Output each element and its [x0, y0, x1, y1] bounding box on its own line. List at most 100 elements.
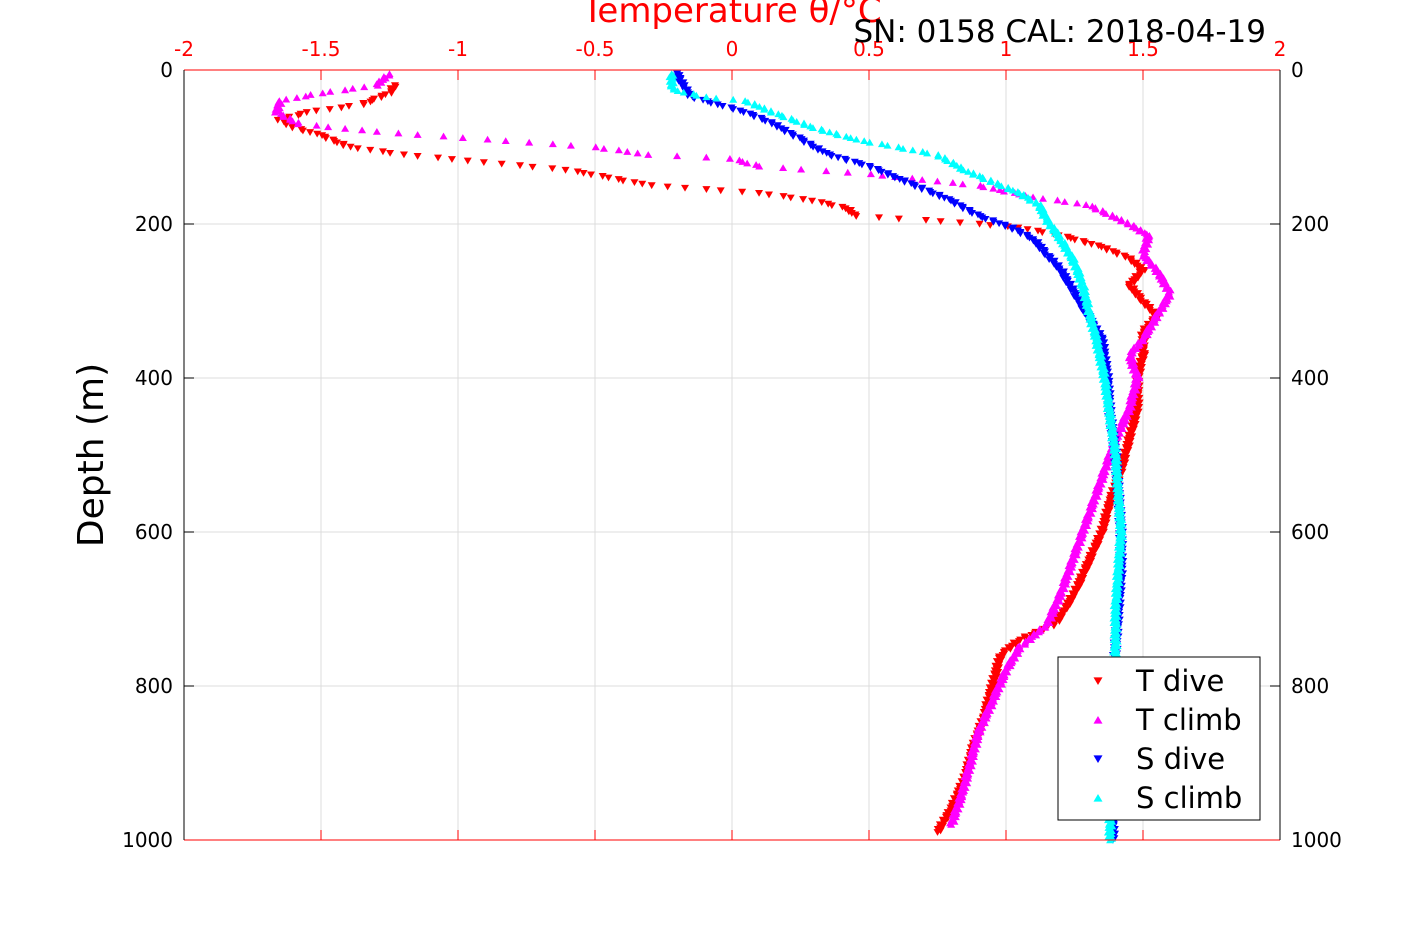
data-point [1060, 245, 1069, 252]
data-point [673, 152, 682, 160]
data-point [358, 126, 367, 134]
data-point [825, 128, 834, 136]
data-point [1073, 199, 1082, 207]
data-point [293, 120, 302, 128]
data-point [497, 160, 506, 168]
data-point [292, 94, 301, 101]
data-point [399, 151, 408, 159]
y-tick-label-right: 400 [1291, 366, 1329, 390]
data-point [997, 182, 1006, 190]
y-tick-label-right: 0 [1291, 58, 1304, 82]
data-point [306, 129, 315, 136]
data-point [306, 91, 315, 98]
x-tick-label: -1 [448, 37, 468, 61]
data-point [483, 135, 492, 143]
data-point [899, 144, 908, 152]
data-point [1055, 597, 1064, 605]
data-point [964, 167, 973, 175]
y-axis-label: Depth (m) [71, 363, 112, 547]
data-point [1142, 257, 1151, 265]
data-point [644, 151, 653, 158]
data-point [952, 161, 961, 169]
legend-label: T dive [1135, 664, 1224, 698]
data-point [1038, 211, 1047, 219]
data-point [378, 148, 387, 156]
legend-label: S climb [1136, 781, 1242, 815]
data-point [321, 135, 330, 142]
data-point [301, 92, 310, 100]
data-point [447, 156, 456, 163]
data-point [273, 116, 282, 124]
data-point [1041, 623, 1050, 631]
data-point [789, 133, 798, 140]
data-point [738, 158, 747, 165]
data-point [843, 168, 852, 176]
data-point [288, 117, 297, 125]
data-point [1021, 640, 1030, 648]
data-point [1023, 226, 1032, 233]
data-point [923, 149, 932, 157]
data-point [933, 829, 942, 836]
data-point [623, 148, 632, 155]
data-point [501, 137, 510, 145]
data-point [525, 138, 534, 146]
data-point [986, 178, 995, 185]
data-point [852, 213, 861, 220]
data-point [718, 102, 727, 110]
data-point [394, 129, 403, 137]
data-point [348, 84, 357, 92]
data-point [312, 121, 321, 129]
data-point [766, 108, 775, 116]
x-tick-label: 2 [1274, 37, 1287, 61]
data-point [729, 95, 738, 103]
data-point [1080, 239, 1089, 247]
data-point [279, 113, 288, 120]
data-point [1126, 408, 1135, 416]
data-point [860, 137, 869, 145]
data-point [1045, 222, 1054, 230]
data-point [1001, 223, 1010, 231]
data-point [852, 135, 861, 143]
data-point [827, 202, 836, 210]
data-point [767, 120, 776, 128]
data-point [294, 112, 303, 120]
points-layer [271, 70, 1175, 844]
data-point [963, 779, 972, 787]
x-tick-label: -2 [174, 37, 194, 61]
data-point [458, 134, 467, 141]
y-tick-label-right: 1000 [1291, 828, 1342, 852]
data-point [1048, 614, 1057, 622]
data-point [950, 200, 959, 208]
data-point [618, 177, 627, 185]
data-point [663, 183, 672, 191]
data-point [712, 94, 721, 102]
series-t-climb [271, 70, 1175, 828]
data-point [341, 124, 350, 132]
data-point [706, 99, 715, 107]
legend-marker [1093, 715, 1103, 724]
x-tick-label: 0.5 [853, 37, 885, 61]
data-point [566, 141, 575, 149]
data-point [1060, 198, 1069, 205]
data-point [1025, 196, 1034, 204]
data-point [434, 154, 443, 162]
data-point [413, 131, 422, 138]
data-point [1112, 251, 1121, 258]
data-point [743, 98, 752, 106]
data-point [332, 139, 341, 147]
data-point [579, 169, 588, 177]
data-point [1008, 226, 1017, 233]
legend-label: T climb [1135, 703, 1242, 737]
y-tick-label-left: 400 [135, 366, 173, 390]
data-point [755, 102, 764, 110]
data-point [573, 168, 582, 176]
data-point [604, 174, 613, 182]
data-point [986, 222, 995, 229]
data-point [1151, 318, 1160, 326]
data-point [1159, 305, 1168, 312]
x-tick-label: 0 [726, 37, 739, 61]
series-s-climb [665, 70, 1127, 844]
data-point [910, 183, 919, 191]
